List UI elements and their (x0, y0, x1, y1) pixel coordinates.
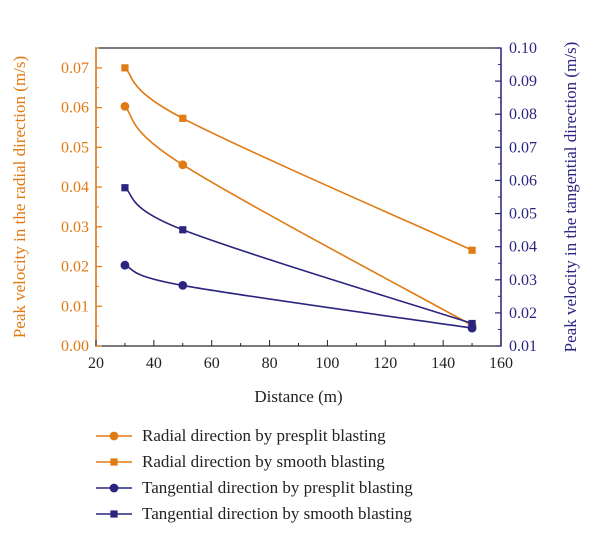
x-axis-ticks: 20 40 60 80 100 120 140 160 (88, 340, 513, 372)
series-2-point (121, 64, 129, 72)
right-y-tick-label: 0.07 (509, 139, 537, 156)
left-y-tick-label: 0.00 (61, 338, 89, 355)
right-y-tick-label: 0.08 (509, 106, 537, 123)
left-y-tick-label: 0.03 (61, 219, 89, 236)
legend-marker-4 (110, 510, 118, 518)
series-line-3 (124, 264, 473, 329)
series-3-point (120, 260, 130, 270)
legend-marker-1 (109, 431, 119, 441)
left-y-tick-label: 0.01 (61, 298, 89, 315)
x-tick-label: 60 (204, 355, 220, 372)
right-y-tick-label: 0.04 (509, 239, 537, 256)
left-y-tick-label: 0.02 (61, 259, 89, 276)
series-2-point (468, 246, 476, 254)
x-tick-label: 80 (262, 355, 278, 372)
x-tick-label: 40 (146, 355, 162, 372)
x-tick-label: 120 (373, 355, 397, 372)
left-y-tick-label: 0.07 (61, 60, 89, 77)
x-tick-label: 160 (489, 355, 513, 372)
left-y-tick-label: 0.05 (61, 139, 89, 156)
right-y-axis-label: Peak velocity in the tangential directio… (561, 42, 580, 353)
x-axis-label: Distance (m) (254, 387, 342, 406)
legend: Radial direction by presplit blasting Rad… (96, 426, 413, 523)
series-2-point (179, 114, 187, 122)
x-tick-label: 20 (88, 355, 104, 372)
series-3-point (178, 281, 188, 290)
plot-frame (95, 47, 502, 347)
series-1-point (178, 160, 188, 170)
left-y-axis-label: Peak velocity in the radial direction (m… (10, 56, 29, 338)
x-tick-label: 140 (431, 355, 455, 372)
legend-marker-3 (109, 483, 119, 493)
right-y-tick-label: 0.02 (509, 305, 537, 322)
series-4-point (179, 226, 187, 234)
series-4-point (468, 319, 476, 328)
right-y-tick-label: 0.05 (509, 206, 537, 223)
right-y-tick-label: 0.10 (509, 40, 537, 57)
right-y-axis-ticks: 0.01 0.02 0.03 0.04 0.05 0.06 0.07 0.08 0.09 0.10 (495, 40, 537, 355)
series-1-point (120, 102, 130, 111)
series-line-1 (124, 105, 473, 327)
series-group (120, 64, 477, 333)
right-y-tick-label: 0.01 (509, 338, 537, 355)
right-y-tick-label: 0.06 (509, 172, 537, 189)
right-y-tick-label: 0.03 (509, 272, 537, 289)
x-tick-label: 100 (315, 355, 339, 372)
left-y-tick-label: 0.06 (61, 100, 89, 117)
right-y-tick-label: 0.09 (509, 73, 537, 90)
left-y-tick-label: 0.04 (61, 179, 89, 196)
legend-label-4: Tangential direction by smooth blasting (142, 504, 412, 523)
left-y-axis-ticks: 0.00 0.01 0.02 0.03 0.04 0.05 0.06 0.07 (61, 47, 102, 355)
series-line-2 (124, 67, 473, 251)
series-line-4 (124, 187, 473, 325)
legend-label-1: Radial direction by presplit blasting (142, 426, 386, 445)
legend-label-2: Radial direction by smooth blasting (142, 452, 385, 471)
legend-marker-2 (110, 458, 118, 466)
legend-label-3: Tangential direction by presplit blastin… (142, 478, 413, 497)
series-4-point (121, 184, 129, 192)
